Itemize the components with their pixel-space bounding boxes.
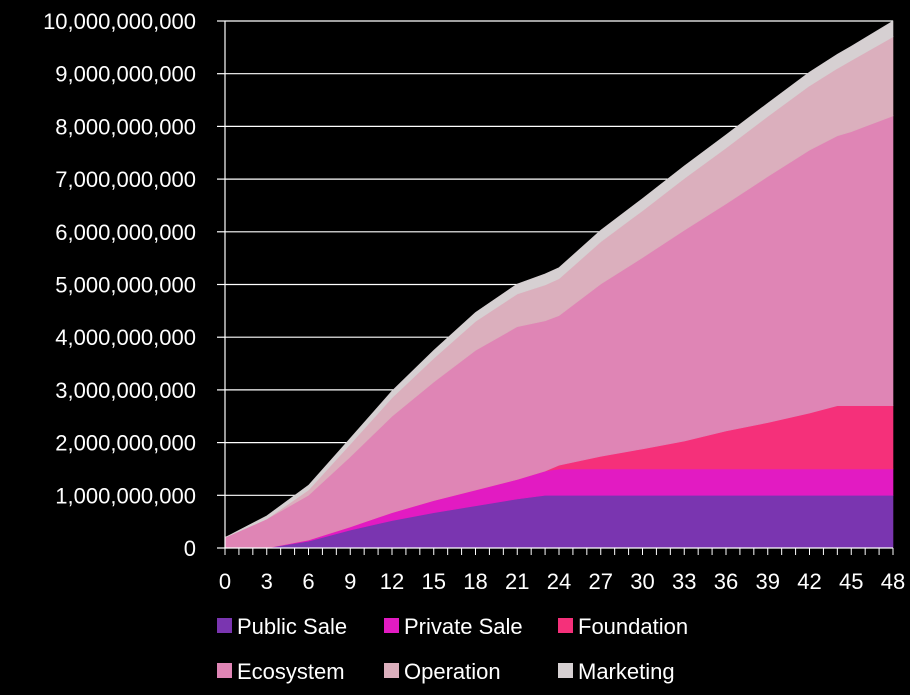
axes bbox=[217, 20, 894, 555]
legend-swatch bbox=[217, 618, 232, 633]
x-tick-label: 36 bbox=[714, 569, 738, 594]
x-tick-label: 45 bbox=[839, 569, 863, 594]
x-tick-label: 30 bbox=[630, 569, 654, 594]
legend: Public Sale Private Sale Foundation Ecosyst… bbox=[217, 614, 688, 684]
legend-item-private-sale: Private Sale bbox=[384, 614, 523, 639]
y-tick-label: 5,000,000,000 bbox=[55, 273, 196, 298]
legend-item-operation: Operation bbox=[384, 659, 501, 684]
x-tick-label: 33 bbox=[672, 569, 696, 594]
x-tick-label: 15 bbox=[422, 569, 446, 594]
y-tick-label: 0 bbox=[184, 536, 196, 561]
y-tick-label: 2,000,000,000 bbox=[55, 431, 196, 456]
legend-label: Private Sale bbox=[404, 614, 523, 639]
x-tick-label: 27 bbox=[589, 569, 613, 594]
legend-swatch bbox=[558, 618, 573, 633]
legend-swatch bbox=[384, 663, 399, 678]
legend-label: Foundation bbox=[578, 614, 688, 639]
legend-item-ecosystem: Ecosystem bbox=[217, 659, 345, 684]
legend-label: Public Sale bbox=[237, 614, 347, 639]
x-tick-label: 21 bbox=[505, 569, 529, 594]
y-tick-label: 9,000,000,000 bbox=[55, 62, 196, 87]
y-tick-label: 7,000,000,000 bbox=[55, 167, 196, 192]
legend-label: Operation bbox=[404, 659, 501, 684]
y-tick-label: 10,000,000,000 bbox=[43, 9, 196, 34]
x-tick-label: 9 bbox=[344, 569, 356, 594]
x-tick-label: 24 bbox=[547, 569, 571, 594]
x-axis-tick-labels: 0 3 6 9 12 15 18 21 24 27 30 33 36 39 42 45 48 bbox=[219, 569, 905, 594]
y-tick-label: 3,000,000,000 bbox=[55, 378, 196, 403]
y-tick-label: 4,000,000,000 bbox=[55, 325, 196, 350]
legend-item-public-sale: Public Sale bbox=[217, 614, 347, 639]
x-tick-label: 0 bbox=[219, 569, 231, 594]
legend-swatch bbox=[217, 663, 232, 678]
x-tick-label: 12 bbox=[380, 569, 404, 594]
x-tick-label: 3 bbox=[261, 569, 273, 594]
area-series-marketing bbox=[224, 20, 894, 538]
legend-label: Ecosystem bbox=[237, 659, 345, 684]
y-tick-label: 8,000,000,000 bbox=[55, 114, 196, 139]
y-tick-label: 6,000,000,000 bbox=[55, 220, 196, 245]
y-axis-tick-labels: 0 1,000,000,000 2,000,000,000 3,000,000,000… bbox=[43, 9, 196, 561]
y-tick-label: 1,000,000,000 bbox=[55, 483, 196, 508]
legend-item-marketing: Marketing bbox=[558, 659, 675, 684]
legend-label: Marketing bbox=[578, 659, 675, 684]
legend-item-foundation: Foundation bbox=[558, 614, 688, 639]
legend-swatch bbox=[384, 618, 399, 633]
x-tick-label: 18 bbox=[463, 569, 487, 594]
x-tick-label: 6 bbox=[302, 569, 314, 594]
area-series-group bbox=[224, 20, 894, 549]
legend-swatch bbox=[558, 663, 573, 678]
x-tick-label: 42 bbox=[797, 569, 821, 594]
x-tick-label: 39 bbox=[756, 569, 780, 594]
x-tick-label: 48 bbox=[881, 569, 905, 594]
